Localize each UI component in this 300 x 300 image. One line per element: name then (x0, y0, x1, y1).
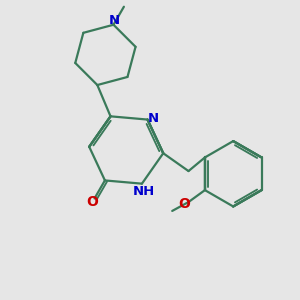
Text: NH: NH (132, 184, 154, 198)
Text: N: N (109, 14, 120, 27)
Text: O: O (86, 195, 98, 209)
Text: O: O (178, 197, 190, 212)
Text: N: N (147, 112, 158, 124)
